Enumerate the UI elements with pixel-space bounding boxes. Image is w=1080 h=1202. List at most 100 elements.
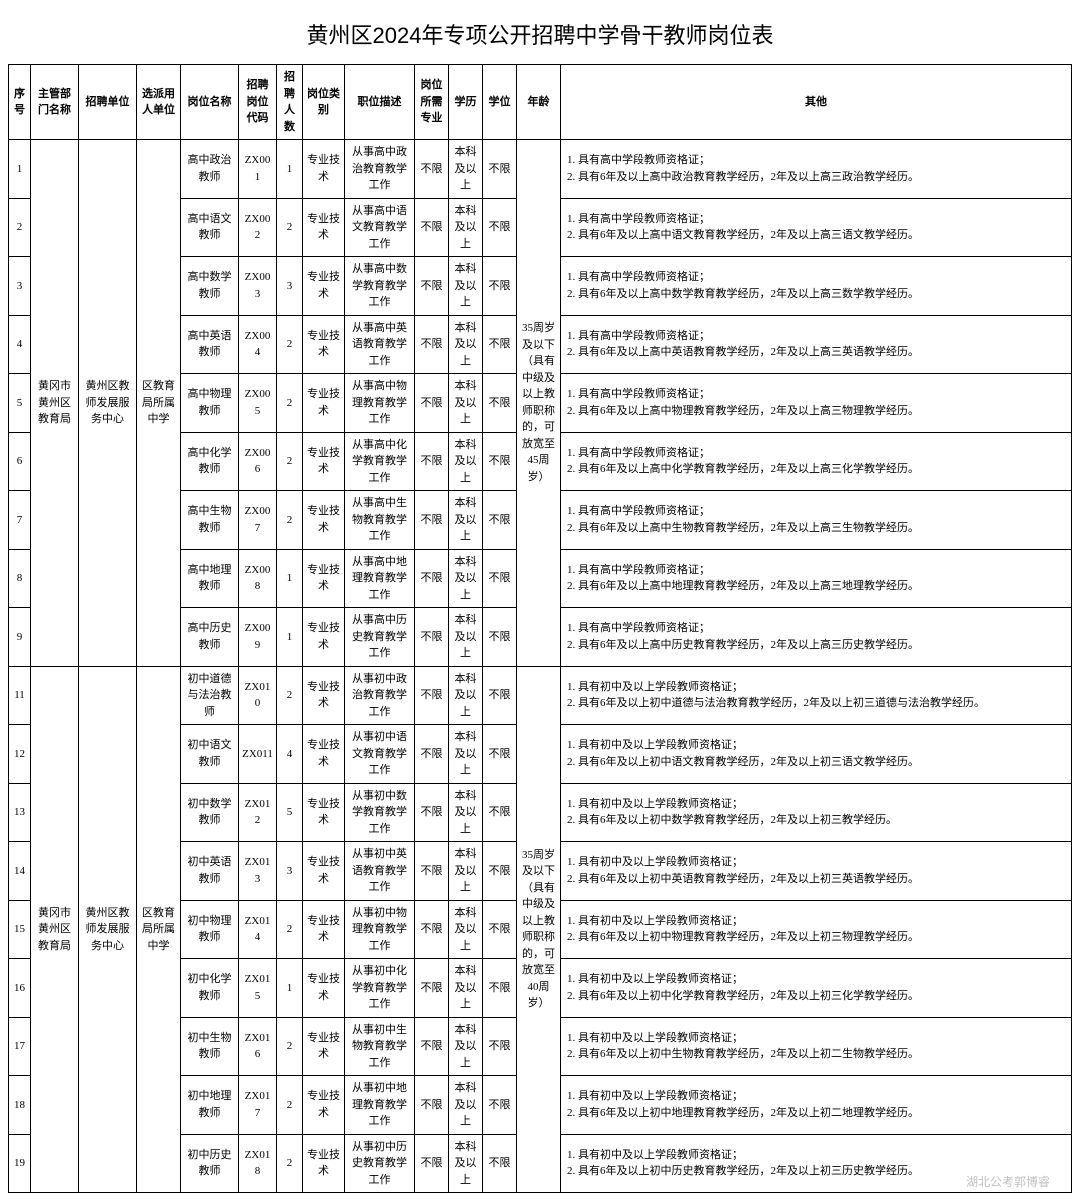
cell-major: 不限 — [415, 140, 449, 199]
cell-num: 3 — [277, 842, 303, 901]
cell-other: 1. 具有初中及以上学段教师资格证；2. 具有6年及以上初中道德与法治教育教学经… — [561, 666, 1072, 725]
cell-seq: 5 — [9, 374, 31, 433]
cell-position: 高中数学教师 — [181, 257, 239, 316]
cell-major: 不限 — [415, 1017, 449, 1076]
cell-other: 1. 具有初中及以上学段教师资格证；2. 具有6年及以上初中数学教育教学经历，2… — [561, 783, 1072, 842]
cell-degree: 不限 — [483, 1134, 517, 1193]
cell-edu: 本科及以上 — [449, 1017, 483, 1076]
cell-other: 1. 具有高中学段教师资格证；2. 具有6年及以上高中地理教育教学经历，2年及以… — [561, 549, 1072, 608]
cell-seq: 9 — [9, 608, 31, 667]
cell-other: 1. 具有高中学段教师资格证；2. 具有6年及以上高中数学教育教学经历，2年及以… — [561, 257, 1072, 316]
cell-code: ZX007 — [239, 491, 277, 550]
cell-seq: 18 — [9, 1076, 31, 1135]
cell-degree: 不限 — [483, 491, 517, 550]
table-row: 1黄冈市黄州区教育局黄州区教师发展服务中心区教育局所属中学高中政治教师ZX001… — [9, 140, 1072, 199]
col-dept: 主管部门名称 — [31, 65, 79, 140]
cell-position: 高中生物教师 — [181, 491, 239, 550]
cell-code: ZX017 — [239, 1076, 277, 1135]
cell-code: ZX004 — [239, 315, 277, 374]
cell-seq: 14 — [9, 842, 31, 901]
cell-major: 不限 — [415, 374, 449, 433]
cell-code: ZX011 — [239, 725, 277, 784]
cell-type: 专业技术 — [303, 1076, 345, 1135]
cell-num: 2 — [277, 374, 303, 433]
cell-type: 专业技术 — [303, 725, 345, 784]
cell-position: 初中英语教师 — [181, 842, 239, 901]
cell-age: 35周岁及以下（具有中级及以上教师职称的，可放宽至40周岁） — [517, 666, 561, 1193]
col-unit: 招聘单位 — [79, 65, 137, 140]
cell-position: 高中物理教师 — [181, 374, 239, 433]
cell-position: 高中地理教师 — [181, 549, 239, 608]
cell-major: 不限 — [415, 549, 449, 608]
cell-desc: 从事高中物理教育教学工作 — [345, 374, 415, 433]
cell-major: 不限 — [415, 608, 449, 667]
cell-num: 1 — [277, 140, 303, 199]
cell-desc: 从事初中物理教育教学工作 — [345, 900, 415, 959]
cell-major: 不限 — [415, 198, 449, 257]
cell-seq: 8 — [9, 549, 31, 608]
col-seq: 序号 — [9, 65, 31, 140]
cell-code: ZX015 — [239, 959, 277, 1018]
cell-num: 4 — [277, 725, 303, 784]
cell-type: 专业技术 — [303, 374, 345, 433]
cell-edu: 本科及以上 — [449, 549, 483, 608]
cell-type: 专业技术 — [303, 959, 345, 1018]
cell-edu: 本科及以上 — [449, 1076, 483, 1135]
cell-position: 高中语文教师 — [181, 198, 239, 257]
cell-seq: 7 — [9, 491, 31, 550]
cell-desc: 从事初中数学教育教学工作 — [345, 783, 415, 842]
cell-num: 5 — [277, 783, 303, 842]
cell-degree: 不限 — [483, 842, 517, 901]
cell-degree: 不限 — [483, 608, 517, 667]
cell-seq: 17 — [9, 1017, 31, 1076]
cell-other: 1. 具有初中及以上学段教师资格证；2. 具有6年及以上初中英语教育教学经历，2… — [561, 842, 1072, 901]
col-type: 岗位类别 — [303, 65, 345, 140]
cell-assign: 区教育局所属中学 — [137, 666, 181, 1193]
cell-degree: 不限 — [483, 959, 517, 1018]
cell-desc: 从事高中生物教育教学工作 — [345, 491, 415, 550]
cell-unit: 黄州区教师发展服务中心 — [79, 666, 137, 1193]
cell-edu: 本科及以上 — [449, 491, 483, 550]
cell-type: 专业技术 — [303, 900, 345, 959]
cell-position: 初中数学教师 — [181, 783, 239, 842]
cell-unit: 黄州区教师发展服务中心 — [79, 140, 137, 667]
cell-desc: 从事高中英语教育教学工作 — [345, 315, 415, 374]
cell-degree: 不限 — [483, 198, 517, 257]
cell-position: 初中物理教师 — [181, 900, 239, 959]
cell-major: 不限 — [415, 257, 449, 316]
cell-code: ZX009 — [239, 608, 277, 667]
col-assign: 选派用人单位 — [137, 65, 181, 140]
cell-major: 不限 — [415, 1134, 449, 1193]
col-position: 岗位名称 — [181, 65, 239, 140]
cell-other: 1. 具有初中及以上学段教师资格证；2. 具有6年及以上初中语文教育教学经历，2… — [561, 725, 1072, 784]
cell-other: 1. 具有初中及以上学段教师资格证；2. 具有6年及以上初中化学教育教学经历，2… — [561, 959, 1072, 1018]
cell-major: 不限 — [415, 1076, 449, 1135]
watermark: 湖北公考郭博睿 — [966, 1173, 1050, 1190]
cell-type: 专业技术 — [303, 1134, 345, 1193]
cell-seq: 16 — [9, 959, 31, 1018]
cell-num: 1 — [277, 959, 303, 1018]
cell-edu: 本科及以上 — [449, 900, 483, 959]
cell-desc: 从事初中化学教育教学工作 — [345, 959, 415, 1018]
cell-other: 1. 具有高中学段教师资格证；2. 具有6年及以上高中英语教育教学经历，2年及以… — [561, 315, 1072, 374]
cell-type: 专业技术 — [303, 491, 345, 550]
cell-desc: 从事初中英语教育教学工作 — [345, 842, 415, 901]
cell-degree: 不限 — [483, 549, 517, 608]
cell-edu: 本科及以上 — [449, 1134, 483, 1193]
cell-edu: 本科及以上 — [449, 198, 483, 257]
cell-position: 初中地理教师 — [181, 1076, 239, 1135]
cell-other: 1. 具有高中学段教师资格证；2. 具有6年及以上高中语文教育教学经历，2年及以… — [561, 198, 1072, 257]
cell-seq: 6 — [9, 432, 31, 491]
cell-assign: 区教育局所属中学 — [137, 140, 181, 667]
cell-edu: 本科及以上 — [449, 140, 483, 199]
cell-major: 不限 — [415, 725, 449, 784]
cell-degree: 不限 — [483, 1017, 517, 1076]
cell-position: 高中英语教师 — [181, 315, 239, 374]
cell-age: 35周岁及以下（具有中级及以上教师职称的，可放宽至45周岁） — [517, 140, 561, 667]
col-other: 其他 — [561, 65, 1072, 140]
cell-seq: 13 — [9, 783, 31, 842]
job-table: 序号 主管部门名称 招聘单位 选派用人单位 岗位名称 招聘岗位代码 招聘人数 岗… — [8, 64, 1072, 1193]
cell-edu: 本科及以上 — [449, 783, 483, 842]
cell-edu: 本科及以上 — [449, 432, 483, 491]
cell-degree: 不限 — [483, 257, 517, 316]
